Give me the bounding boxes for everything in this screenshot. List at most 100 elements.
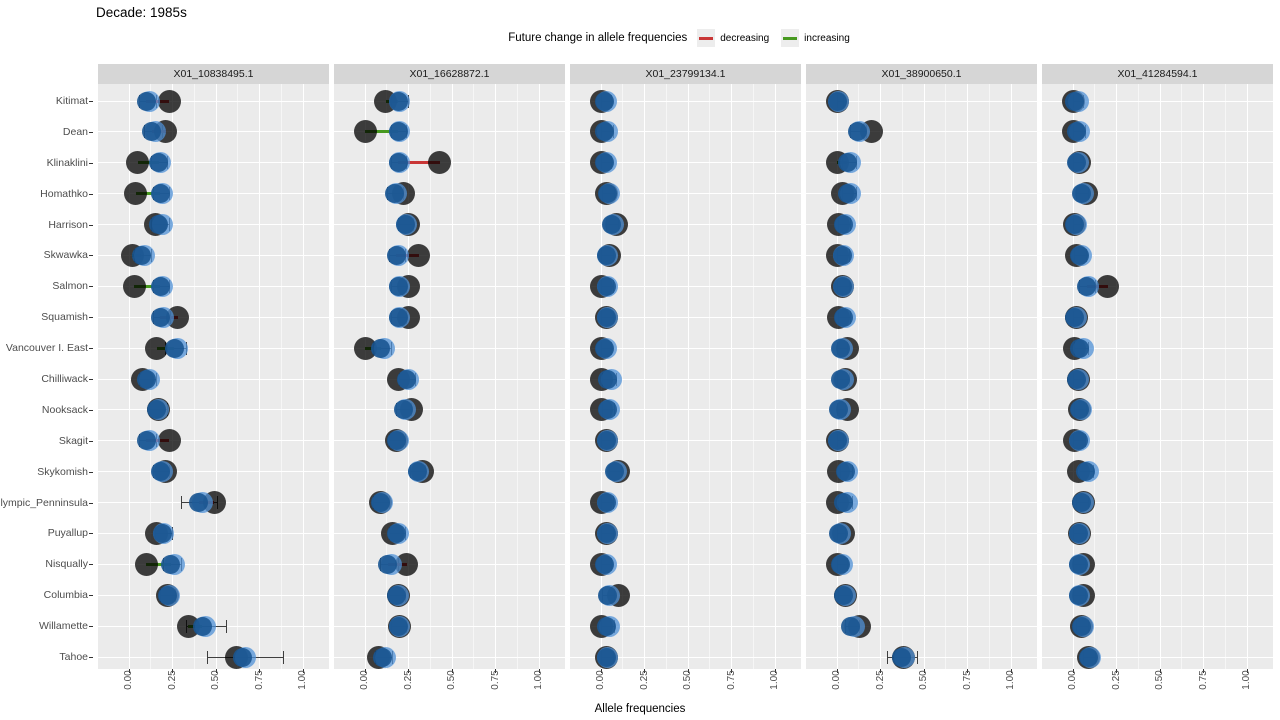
x-tick-label: 0.50: [1154, 670, 1165, 690]
y-axis-tick: [89, 286, 93, 288]
x-axis-tick: [495, 669, 496, 673]
row-gridline: [1042, 594, 1273, 596]
y-axis-label: Klinaklini: [46, 156, 88, 169]
minor-gridline: [622, 84, 624, 669]
row-gridline: [1042, 625, 1273, 627]
minor-gridline: [1094, 84, 1096, 669]
x-tick-label: 0.00: [123, 670, 134, 690]
legend-label-decreasing: decreasing: [720, 32, 770, 44]
minor-gridline: [473, 84, 475, 669]
facet-strip-label: X01_16628872.1: [334, 64, 565, 84]
y-axis-label: Puyallup: [47, 527, 88, 540]
row-gridline: [806, 656, 1037, 658]
data-point-current: [126, 151, 150, 175]
change-segment: [398, 161, 440, 165]
data-point-future-dark: [1068, 554, 1088, 574]
minor-gridline: [237, 84, 239, 669]
data-point-future-dark: [841, 616, 861, 636]
row-gridline: [806, 440, 1037, 442]
row-gridline: [98, 563, 329, 565]
row-gridline: [806, 563, 1037, 565]
row-gridline: [1042, 440, 1273, 442]
x-tick-label: 1.00: [297, 670, 308, 690]
major-gridline: [880, 84, 881, 669]
decreasing-line-swatch-icon: [699, 36, 714, 40]
minor-gridline: [988, 84, 990, 669]
minor-gridline: [901, 84, 903, 669]
data-point-future-dark: [836, 462, 856, 482]
data-point-current: [157, 89, 181, 113]
row-gridline: [98, 162, 329, 164]
row-gridline: [334, 594, 565, 596]
data-point-future-dark: [598, 400, 618, 420]
minor-gridline: [280, 84, 282, 669]
data-point-future-dark: [1070, 400, 1090, 420]
error-bar-cap: [886, 650, 888, 664]
x-axis-tick: [774, 669, 776, 673]
minor-gridline: [193, 84, 195, 669]
row-gridline: [1042, 378, 1273, 380]
row-gridline: [570, 502, 801, 504]
x-tick-label: 1.00: [533, 670, 544, 690]
major-gridline: [644, 84, 645, 669]
data-point-future-dark: [1072, 184, 1092, 204]
data-point-future-dark: [1077, 276, 1097, 296]
row-gridline: [98, 347, 329, 349]
major-gridline: [172, 84, 173, 669]
y-axis-tick: [89, 317, 93, 319]
y-axis-tick: [89, 101, 93, 102]
major-gridline: [302, 84, 304, 669]
row-gridline: [570, 285, 801, 287]
data-point-future-dark: [596, 245, 616, 265]
data-point-future-dark: [131, 245, 151, 265]
row-gridline: [334, 656, 565, 658]
x-axis-tick: [451, 669, 453, 673]
row-gridline: [570, 594, 801, 596]
row-gridline: [1042, 131, 1273, 133]
row-gridline: [334, 471, 565, 473]
data-point-future-dark: [372, 647, 392, 667]
data-point-future-dark: [594, 554, 614, 574]
y-axis-label: Squamish: [41, 311, 88, 324]
row-gridline: [570, 347, 801, 349]
y-axis-tick: [89, 224, 93, 226]
y-axis-tick: [89, 131, 93, 133]
data-point-current: [407, 243, 431, 267]
x-tick-label: 0.00: [1067, 670, 1078, 690]
row-gridline: [570, 563, 801, 565]
row-gridline: [806, 594, 1037, 596]
data-point-future-dark: [388, 153, 408, 173]
data-point-future-dark: [150, 307, 170, 327]
data-point-future-dark: [147, 400, 167, 420]
major-gridline: [1203, 84, 1204, 669]
data-point-future-dark: [596, 616, 616, 636]
data-point-future-dark: [386, 523, 406, 543]
row-gridline: [806, 347, 1037, 349]
data-point-future-dark: [388, 91, 408, 111]
facet-panel: X01_41284594.1 0.00 0.25 0.50 0.75 1.00: [1042, 64, 1273, 711]
x-tick-label: 1.00: [1241, 670, 1252, 690]
x-tick-label: 0.25: [166, 670, 178, 690]
row-gridline: [1042, 100, 1273, 102]
data-point-future-dark: [605, 462, 625, 482]
minor-gridline: [516, 84, 518, 669]
data-point-future-dark: [1075, 462, 1095, 482]
data-point-future-dark: [596, 276, 616, 296]
facet-panel: X01_10838495.1 0.00 0.25 0.50 0.75 1.00: [98, 64, 329, 711]
x-tick-label: 1.00: [769, 670, 780, 690]
y-axis-tick: [89, 193, 93, 195]
data-point-future-dark: [834, 307, 854, 327]
y-axis-label: Skwawka: [43, 249, 88, 262]
minor-gridline: [1137, 84, 1139, 669]
row-gridline: [570, 100, 801, 102]
major-gridline: [451, 84, 453, 669]
data-point-future-dark: [598, 369, 618, 389]
major-gridline: [215, 84, 217, 669]
data-point-future-dark: [397, 369, 417, 389]
y-axis-label: Harrison: [48, 218, 88, 231]
row-gridline: [334, 254, 565, 256]
y-axis-label: Skykomish: [37, 465, 88, 478]
data-point-current: [395, 552, 419, 576]
data-point-future-dark: [830, 338, 850, 358]
y-axis-tick: [89, 657, 93, 659]
